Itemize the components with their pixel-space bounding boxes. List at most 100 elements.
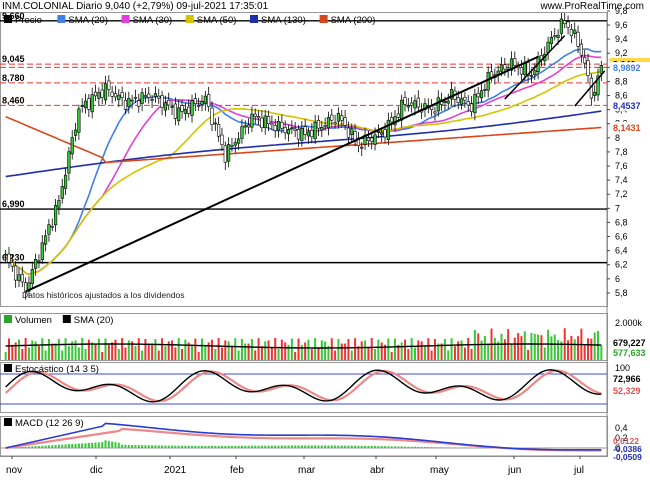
macd-hist-bar (397, 446, 400, 448)
macd-tick-label: 0 (615, 443, 620, 453)
volume-bar (201, 338, 204, 360)
macd-hist-bar (437, 447, 440, 448)
macd-hist-bar (413, 446, 416, 448)
volume-bar (131, 341, 134, 360)
candle-body (153, 93, 158, 97)
macd-hist-bar (374, 445, 377, 448)
volume-bar (410, 338, 413, 360)
panel-frame (0, 416, 608, 457)
macd-hist-bar (194, 445, 197, 448)
macd-hist-bar (144, 445, 147, 448)
candle-body (4, 253, 8, 256)
volume-bar (440, 343, 443, 360)
candle-body (529, 75, 534, 77)
legend-swatch (4, 418, 12, 426)
candle-body (250, 113, 254, 128)
candle-body (390, 117, 394, 123)
candle-body (449, 88, 454, 100)
volume-bar (71, 341, 74, 360)
volume-bar (417, 340, 420, 360)
candle-body (523, 62, 527, 76)
candle-body (266, 115, 271, 125)
volume-bar (387, 338, 390, 360)
candle-body (180, 105, 184, 112)
macd-hist-bar (214, 445, 217, 448)
volume-bar (57, 338, 60, 360)
candle-body (17, 274, 21, 281)
macd-hist-bar (97, 442, 100, 448)
volume-bar (284, 342, 287, 360)
candle-body (27, 282, 31, 292)
macd-hist-bar (141, 445, 144, 448)
price-tick-label: 6,8 (615, 217, 628, 227)
candle-body (83, 100, 88, 109)
candle-body (210, 107, 214, 125)
level-label: 8,780 (2, 73, 25, 83)
candle-body (150, 98, 154, 101)
volume-bar (21, 348, 24, 360)
macd-hist-bar (260, 445, 263, 448)
volume-bar (334, 350, 337, 360)
candle-body (37, 260, 41, 262)
macd-hist-bar (220, 445, 223, 448)
volume-bar (250, 339, 253, 360)
price-value-tag: 8,9892 (610, 62, 650, 73)
level-label: 9,660 (2, 11, 25, 21)
site-label: www.ProRealTime.com (540, 1, 644, 12)
volume-bar (121, 338, 124, 360)
candle-body (117, 94, 121, 101)
volume-bar (533, 333, 536, 360)
candle-body (346, 127, 351, 138)
macd-hist-bar (284, 445, 287, 448)
candle-body (90, 94, 94, 113)
candle-body (103, 83, 108, 101)
macd-hist-bar (310, 445, 313, 448)
macd-tick-label: 0,4 (615, 423, 628, 433)
macd-hist-bar (240, 445, 243, 448)
macd-hist-bar (204, 445, 207, 448)
volume-bar (427, 338, 430, 360)
volume-bar (463, 347, 466, 360)
macd-hist-bar (290, 445, 293, 448)
volume-bar (370, 338, 373, 360)
price-tick-label: 7,2 (615, 189, 628, 199)
volume-bar (430, 350, 433, 360)
candle-body (187, 106, 191, 114)
macd-hist-bar (314, 445, 317, 448)
volume-bar (274, 338, 277, 360)
legend-swatch (62, 315, 71, 323)
candle-body (167, 99, 171, 106)
price-tick-label: 7,4 (615, 175, 628, 185)
volume-bar (224, 340, 227, 360)
volume-bar (543, 347, 546, 360)
candle-body (476, 92, 480, 98)
candle-body (383, 129, 387, 138)
legend-swatch (4, 15, 12, 23)
volume-bar (357, 346, 360, 360)
macd-hist-bar (64, 444, 67, 448)
macd-hist-bar (280, 445, 283, 448)
macd-hist-bar (344, 445, 347, 448)
candle-body (233, 142, 237, 146)
volume-bar (101, 351, 104, 360)
volume-bar (324, 341, 327, 360)
volume-bar (4, 352, 7, 360)
price-tick-label: 9,8 (615, 6, 628, 16)
macd-hist-bar (171, 445, 174, 448)
candle-body (97, 92, 101, 99)
candle-body (300, 127, 304, 141)
x-tick-label: may (430, 465, 449, 476)
macd-hist-bar (257, 445, 260, 448)
candle-body (213, 122, 217, 125)
sma200-line (5, 115, 602, 164)
candle-body (223, 145, 227, 163)
macd-hist-bar (583, 447, 586, 448)
candle-body (100, 89, 104, 98)
candle-body (173, 103, 177, 119)
level-label: 8,460 (2, 95, 25, 105)
macd-hist-bar (131, 444, 134, 448)
candle-body (133, 96, 138, 99)
volume-bar (191, 344, 194, 360)
macd-hist-bar (187, 445, 190, 448)
